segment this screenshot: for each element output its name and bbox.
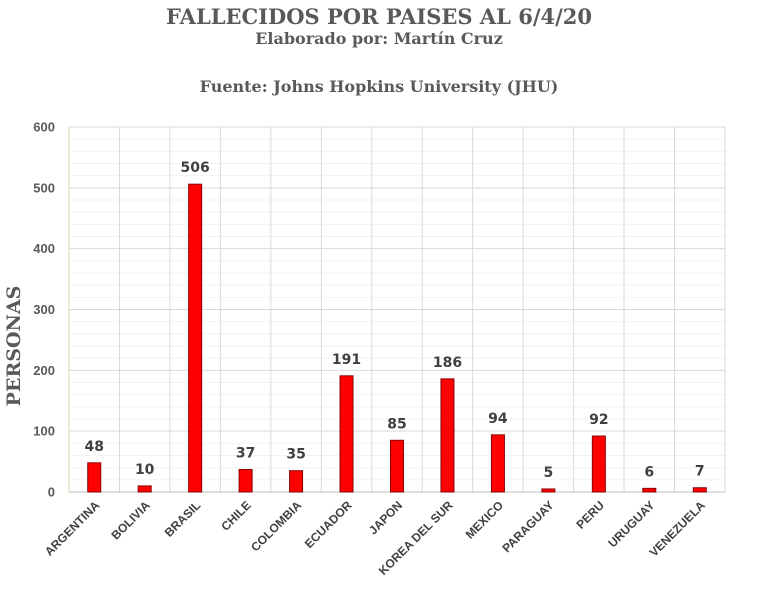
x-tick-label: PARAGUAY — [499, 498, 556, 555]
data-label: 186 — [433, 355, 462, 371]
y-tick-label: 0 — [48, 485, 55, 500]
y-tick-label: 200 — [33, 363, 55, 378]
x-tick-label: BOLIVIA — [108, 498, 153, 543]
bar — [188, 183, 203, 493]
bar — [339, 375, 354, 493]
data-label: 7 — [695, 464, 705, 480]
x-tick-label: PERU — [573, 498, 606, 531]
bar — [87, 462, 102, 493]
data-label: 94 — [488, 411, 508, 427]
data-label: 10 — [135, 462, 155, 478]
x-tick-label: JAPON — [366, 498, 405, 537]
y-tick-label: 300 — [33, 302, 55, 317]
bar — [440, 378, 455, 493]
y-tick-label: 500 — [33, 180, 55, 195]
data-label: 92 — [589, 412, 608, 428]
data-label: 191 — [332, 352, 361, 368]
bar — [238, 468, 253, 493]
x-tick-label: BRASIL — [162, 498, 203, 539]
data-label: 506 — [181, 160, 210, 176]
y-tick-label: 400 — [33, 241, 55, 256]
x-tick-label: CHILE — [218, 498, 253, 533]
x-tick-label: ECUADOR — [302, 498, 355, 551]
bars — [87, 183, 707, 493]
bar — [390, 439, 404, 493]
x-tick-label: MEXICO — [463, 498, 506, 541]
data-label: 6 — [644, 464, 654, 480]
grid-lines — [68, 126, 726, 493]
bar — [692, 487, 707, 493]
data-label: 48 — [84, 439, 103, 455]
chart-title: FALLECIDOS POR PAISES AL 6/4/20 — [165, 4, 593, 29]
y-axis-label: PERSONAS — [3, 286, 25, 407]
data-label: 35 — [286, 447, 305, 463]
x-tick-labels: ARGENTINA BOLIVIA BRASIL CHILECOLOMBIAECUAD… — [42, 498, 708, 578]
data-label: 85 — [387, 416, 406, 432]
bar — [490, 434, 505, 493]
data-label: 37 — [236, 445, 255, 461]
bar — [591, 435, 606, 493]
bar — [137, 485, 152, 493]
y-tick-label: 100 — [33, 424, 55, 439]
chart-source: Fuente: Johns Hopkins University (JHU) — [199, 77, 559, 96]
bar — [642, 487, 657, 493]
chart-subtitle: Elaborado por: Martín Cruz — [255, 29, 503, 48]
bar — [541, 488, 556, 493]
bar — [289, 470, 304, 493]
x-tick-label: ARGENTINA — [42, 498, 103, 559]
x-tick-label: URUGUAY — [605, 498, 657, 550]
y-tick-labels: 0 100 200 300 400 500 600 — [33, 120, 55, 500]
y-tick-label: 600 — [33, 120, 55, 135]
data-label: 5 — [544, 465, 554, 481]
data-labels: 48 10 506 37 35 191 85 186 94 5 92 6 7 — [84, 160, 704, 481]
x-tick-label: COLOMBIA — [248, 498, 304, 554]
